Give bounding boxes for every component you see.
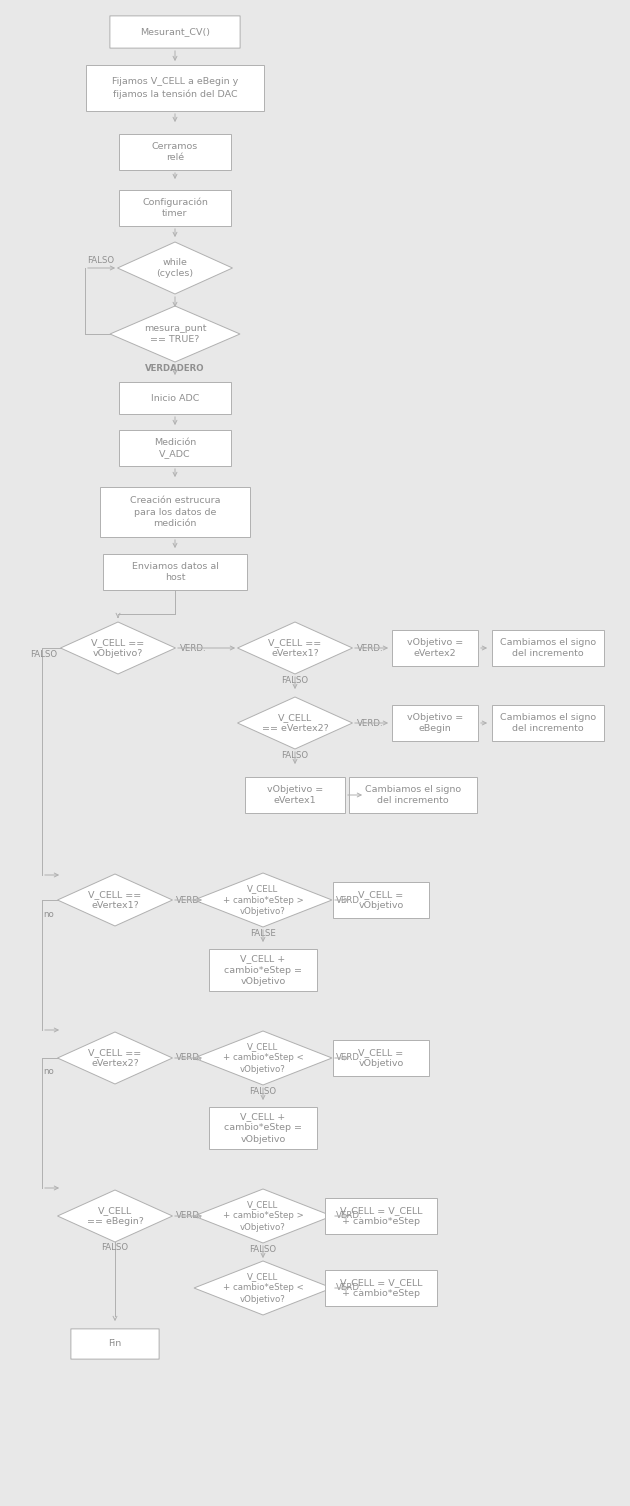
Text: FALSO: FALSO [249,1086,277,1095]
Text: no: no [43,1068,54,1077]
Text: V_CELL
+ cambio*eStep >
vObjetivo?: V_CELL + cambio*eStep > vObjetivo? [222,884,304,916]
Text: V_CELL =
vObjetivo: V_CELL = vObjetivo [358,1048,404,1068]
Text: Configuración
timer: Configuración timer [142,197,208,218]
Text: FALSE: FALSE [250,929,276,938]
FancyBboxPatch shape [325,1197,437,1233]
FancyBboxPatch shape [103,554,247,590]
Polygon shape [57,1032,173,1084]
Text: Fijamos V_CELL a eBegin y
fijamos la tensión del DAC: Fijamos V_CELL a eBegin y fijamos la ten… [112,77,238,98]
Text: V_CELL ==
vObjetivo?: V_CELL == vObjetivo? [91,637,145,658]
Text: VERD.: VERD. [176,1054,203,1063]
FancyBboxPatch shape [392,705,478,741]
Text: VERD.: VERD. [336,1211,363,1220]
Text: Cambiamos el signo
del incremento: Cambiamos el signo del incremento [500,637,596,658]
Polygon shape [238,622,353,675]
FancyBboxPatch shape [100,486,250,538]
FancyBboxPatch shape [333,1041,429,1075]
Text: V_CELL
+ cambio*eStep <
vObjetivo?: V_CELL + cambio*eStep < vObjetivo? [222,1042,304,1074]
Text: VERD.: VERD. [180,643,207,652]
Text: VERD.: VERD. [176,1211,203,1220]
Text: Inicio ADC: Inicio ADC [151,393,199,402]
Polygon shape [110,306,240,361]
FancyBboxPatch shape [71,1328,159,1358]
FancyBboxPatch shape [325,1270,437,1306]
Text: mesura_punt
== TRUE?: mesura_punt == TRUE? [144,324,206,345]
FancyBboxPatch shape [110,17,240,48]
FancyBboxPatch shape [333,883,429,919]
Text: V_CELL
+ cambio*eStep <
vObjetivo?: V_CELL + cambio*eStep < vObjetivo? [222,1273,304,1304]
Text: vObjetivo =
eVertex2: vObjetivo = eVertex2 [407,637,463,658]
Text: while
(cycles): while (cycles) [156,258,193,279]
Polygon shape [194,1261,332,1315]
Text: VERD.: VERD. [336,1283,363,1292]
Text: Fin: Fin [108,1339,122,1348]
FancyBboxPatch shape [119,134,231,170]
FancyBboxPatch shape [119,383,231,414]
Polygon shape [194,1032,332,1084]
Text: Cerramos
relé: Cerramos relé [152,142,198,163]
Text: Mesurant_CV(): Mesurant_CV() [140,27,210,36]
Text: FALSO: FALSO [87,256,114,265]
Text: Cambiamos el signo
del incremento: Cambiamos el signo del incremento [500,712,596,733]
FancyBboxPatch shape [392,630,478,666]
Text: FALSO: FALSO [30,649,57,658]
Text: V_CELL +
cambio*eStep =
vObjetivo: V_CELL + cambio*eStep = vObjetivo [224,1111,302,1145]
Text: VERD.: VERD. [336,896,363,905]
Text: V_CELL
== eVertex2?: V_CELL == eVertex2? [261,712,328,733]
Text: V_CELL +
cambio*eStep =
vObjetivo: V_CELL + cambio*eStep = vObjetivo [224,953,302,986]
Polygon shape [60,622,176,675]
FancyBboxPatch shape [119,190,231,226]
FancyBboxPatch shape [492,630,604,666]
Text: V_CELL
+ cambio*eStep >
vObjetivo?: V_CELL + cambio*eStep > vObjetivo? [222,1200,304,1232]
Text: V_CELL
== eBegin?: V_CELL == eBegin? [86,1206,144,1226]
Text: V_CELL = V_CELL
+ cambio*eStep: V_CELL = V_CELL + cambio*eStep [340,1277,422,1298]
Text: FALSO: FALSO [282,676,309,685]
Text: VERDADERO: VERDADERO [146,363,205,372]
Polygon shape [194,873,332,928]
Text: FALSO: FALSO [101,1244,129,1253]
FancyBboxPatch shape [349,777,477,813]
Text: Creación estrucura
para los datos de
medición: Creación estrucura para los datos de med… [130,495,220,529]
Text: V_CELL ==
eVertex2?: V_CELL == eVertex2? [88,1048,142,1068]
Text: FALSO: FALSO [282,750,309,759]
Polygon shape [238,697,353,748]
FancyBboxPatch shape [209,949,317,991]
Polygon shape [118,242,232,294]
FancyBboxPatch shape [245,777,345,813]
Polygon shape [57,873,173,926]
Text: Medición
V_ADC: Medición V_ADC [154,438,196,458]
Text: V_CELL =
vObjetivo: V_CELL = vObjetivo [358,890,404,910]
FancyBboxPatch shape [86,65,264,111]
Text: V_CELL ==
eVertex1?: V_CELL == eVertex1? [268,637,322,658]
FancyBboxPatch shape [209,1107,317,1149]
Text: vObjetivo =
eBegin: vObjetivo = eBegin [407,712,463,733]
Text: VERD.: VERD. [176,896,203,905]
Text: vObjetivo =
eVertex1: vObjetivo = eVertex1 [267,785,323,806]
Text: V_CELL = V_CELL
+ cambio*eStep: V_CELL = V_CELL + cambio*eStep [340,1206,422,1226]
Text: Enviamos datos al
host: Enviamos datos al host [132,562,219,583]
FancyBboxPatch shape [492,705,604,741]
Text: VERD.: VERD. [357,718,384,727]
Text: FALSO: FALSO [249,1244,277,1253]
FancyBboxPatch shape [119,431,231,465]
Text: Cambiamos el signo
del incremento: Cambiamos el signo del incremento [365,785,461,806]
Text: V_CELL ==
eVertex1?: V_CELL == eVertex1? [88,890,142,910]
Polygon shape [57,1190,173,1242]
Text: no: no [43,910,54,919]
Polygon shape [194,1190,332,1242]
Text: VERD.: VERD. [357,643,384,652]
Text: VERD.: VERD. [336,1054,363,1063]
